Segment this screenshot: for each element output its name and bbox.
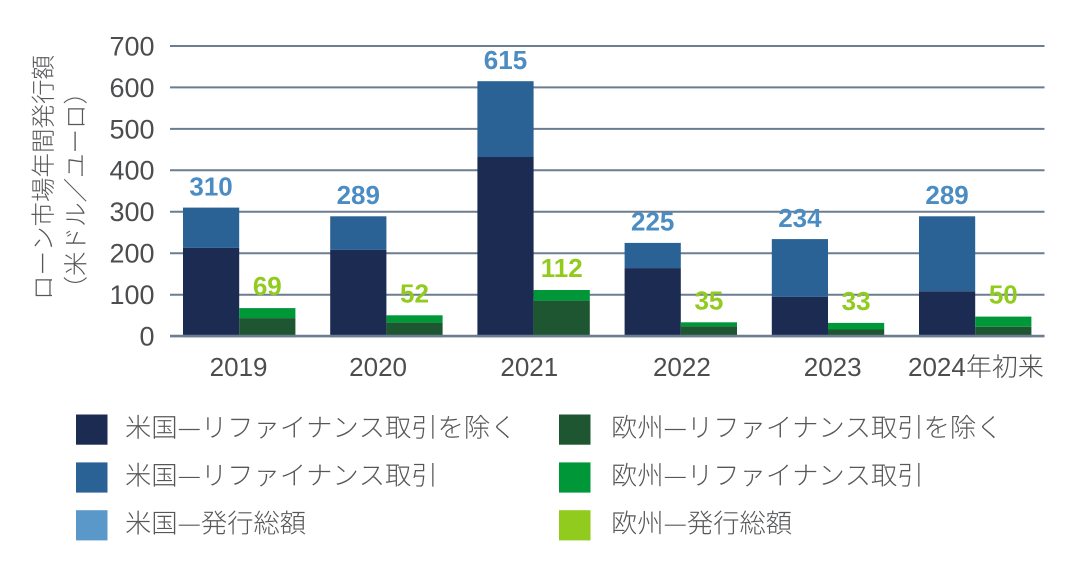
svg-text:2019: 2019 [210,352,268,382]
svg-text:112: 112 [541,253,583,283]
svg-text:200: 200 [109,239,154,269]
svg-text:615: 615 [484,45,527,75]
svg-text:2024: 2024 [908,352,966,382]
svg-text:52: 52 [400,278,429,308]
svg-text:600: 600 [109,73,154,103]
svg-text:225: 225 [631,207,674,237]
svg-text:0: 0 [139,322,154,352]
svg-text:400: 400 [109,156,154,186]
svg-text:50: 50 [989,280,1018,310]
svg-text:33: 33 [842,286,871,316]
svg-text:700: 700 [109,31,154,61]
svg-text:2023: 2023 [804,352,862,382]
svg-text:289: 289 [925,180,968,210]
svg-text:300: 300 [109,197,154,227]
svg-text:234: 234 [778,203,822,233]
svg-text:310: 310 [189,171,232,201]
svg-text:500: 500 [109,114,154,144]
svg-text:2020: 2020 [349,352,407,382]
svg-text:69: 69 [253,271,282,301]
svg-text:100: 100 [109,280,154,310]
svg-text:289: 289 [337,180,380,210]
svg-text:35: 35 [694,285,723,315]
svg-text:2021: 2021 [500,352,558,382]
svg-text:2022: 2022 [653,352,711,382]
